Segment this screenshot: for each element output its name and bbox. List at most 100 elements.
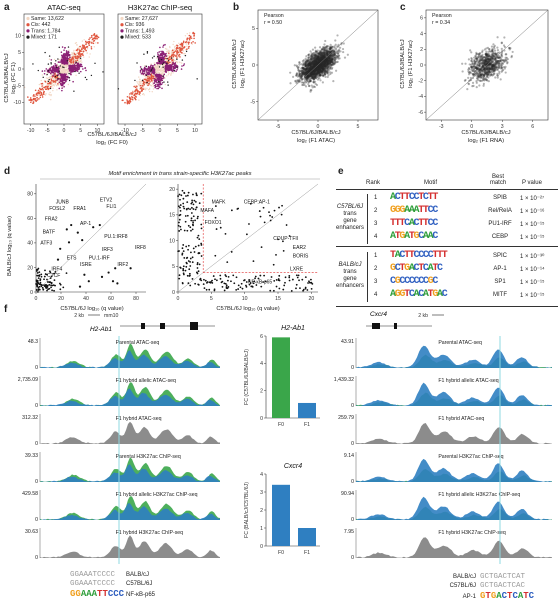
trans-point [168, 67, 170, 70]
data-point [334, 43, 337, 46]
data-point [316, 61, 319, 64]
data-point [305, 67, 308, 70]
data-point [319, 56, 323, 60]
data-point [325, 70, 328, 73]
data-point [308, 72, 311, 75]
data-point [323, 43, 326, 46]
data-point [328, 55, 331, 58]
mixed-point [160, 58, 163, 61]
data-point [320, 53, 323, 56]
mixed-point [176, 58, 178, 61]
data-point [326, 51, 329, 54]
data-point [309, 71, 313, 74]
data-point [302, 58, 305, 62]
data-point [329, 58, 332, 61]
data-point [325, 71, 329, 74]
data-point [310, 84, 313, 87]
trans-point [170, 66, 173, 68]
cis-point [69, 60, 72, 63]
data-point [310, 76, 314, 79]
y-tick-label: 5 [18, 50, 21, 56]
trans-point [151, 71, 154, 74]
data-point [302, 68, 306, 71]
cis-point [47, 85, 49, 88]
cis-point [180, 47, 182, 49]
data-point [315, 62, 318, 66]
data-point [305, 70, 308, 73]
cis-point [32, 97, 35, 100]
data-point [316, 61, 319, 65]
data-point [301, 74, 304, 77]
data-point [317, 70, 320, 73]
same-point [152, 83, 154, 86]
trans-point [173, 66, 176, 68]
mixed-point [86, 78, 88, 81]
same-point [48, 94, 51, 96]
trans-point [155, 73, 158, 76]
data-point [325, 67, 328, 70]
cis-point [180, 44, 183, 46]
cis-point [68, 58, 71, 60]
data-point [319, 69, 322, 73]
trans-point [71, 65, 73, 67]
data-point [313, 63, 316, 66]
same-point [139, 81, 141, 84]
data-point [314, 73, 317, 76]
cis-point [189, 36, 192, 39]
trans-point [145, 68, 148, 70]
same-point [49, 75, 51, 78]
data-point [310, 65, 313, 68]
data-point [323, 63, 326, 67]
trans-point [146, 73, 149, 75]
data-point [335, 55, 338, 58]
data-point [317, 55, 320, 58]
data-point [304, 85, 308, 88]
same-point [164, 63, 166, 65]
data-point [310, 67, 313, 71]
same-point [184, 34, 187, 37]
same-point [137, 82, 139, 84]
data-point [308, 62, 311, 65]
data-point [325, 64, 328, 67]
data-point [311, 63, 314, 66]
data-point [317, 52, 320, 55]
cis-point [51, 76, 54, 78]
data-point [318, 74, 322, 77]
data-point [324, 59, 328, 62]
y-tick-label: 0 [18, 67, 21, 73]
data-point [301, 81, 305, 84]
trans-point [149, 66, 151, 69]
data-point [313, 69, 316, 73]
trans-point [166, 68, 169, 71]
data-point [318, 74, 322, 77]
data-point [320, 56, 323, 59]
data-point [315, 61, 318, 64]
data-point [312, 64, 316, 68]
trans-point [158, 85, 160, 88]
same-point [61, 71, 64, 73]
data-point [314, 52, 317, 55]
cis-point [56, 76, 59, 79]
data-point [309, 62, 312, 66]
cis-point [84, 40, 87, 43]
cis-point [147, 77, 149, 80]
cis-point [188, 41, 190, 44]
same-point [89, 53, 91, 55]
data-point [346, 53, 349, 56]
data-point [322, 61, 326, 65]
data-point [305, 71, 308, 74]
data-point [322, 65, 325, 68]
data-point [326, 66, 330, 69]
data-point [496, 76, 499, 79]
data-point [317, 70, 320, 74]
data-point [313, 51, 316, 55]
data-point [301, 59, 305, 63]
trans-point [153, 71, 156, 74]
data-point [304, 57, 307, 60]
data-point [331, 46, 334, 49]
same-point [166, 59, 169, 62]
data-point [318, 71, 322, 75]
y-tick-label: 10 [15, 33, 21, 39]
cis-point [37, 91, 40, 94]
data-point [324, 64, 327, 68]
